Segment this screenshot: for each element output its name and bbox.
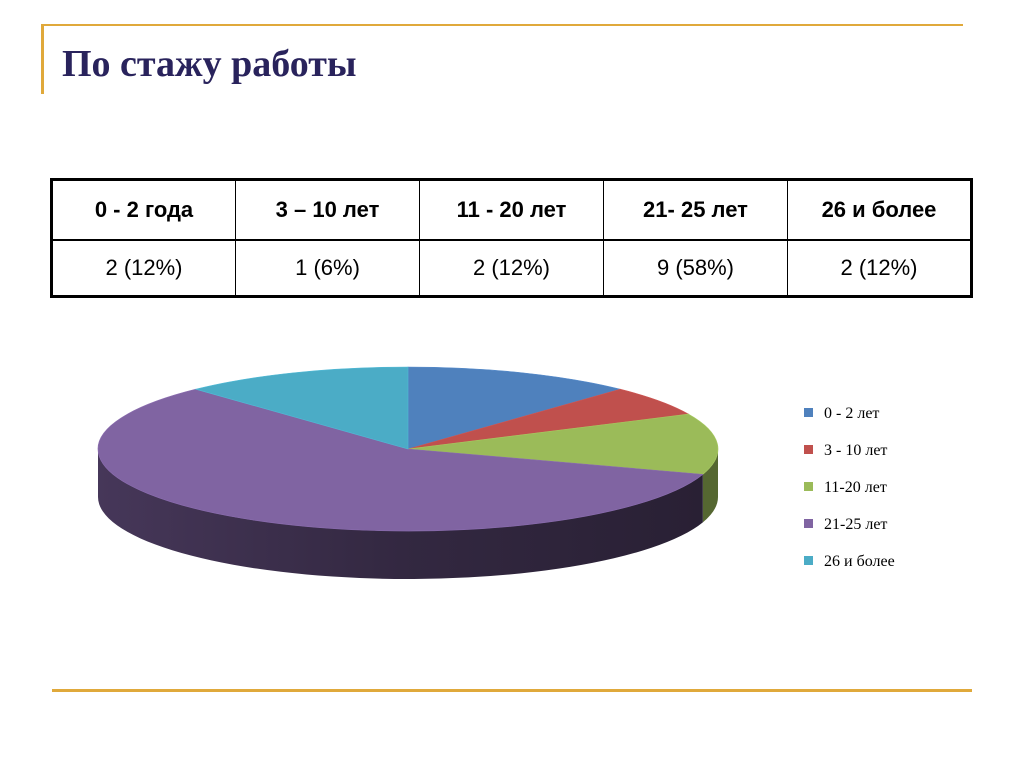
table-header-cell: 11 - 20 лет bbox=[419, 179, 604, 241]
legend-swatch bbox=[804, 408, 813, 417]
pie-slices bbox=[97, 366, 719, 532]
pie-slice bbox=[407, 413, 719, 475]
legend-label: 21-25 лет bbox=[824, 516, 887, 533]
table-header-cell: 21- 25 лет bbox=[603, 179, 788, 241]
chart-legend: 0 - 2 лет 3 - 10 лет 11-20 лет 21-25 лет 26 … bbox=[804, 405, 895, 570]
table-row: 2 (12%) 1 (6%) 2 (12%) 9 (58%) 2 (12%) bbox=[51, 239, 972, 297]
legend-label: 26 и более bbox=[824, 553, 895, 570]
top-divider-line bbox=[41, 24, 963, 26]
table-header-cell: 0 - 2 года bbox=[51, 179, 236, 241]
table-cell: 9 (58%) bbox=[603, 239, 788, 297]
legend-label: 0 - 2 лет bbox=[824, 405, 879, 422]
legend-label: 11-20 лет bbox=[824, 479, 887, 496]
legend-swatch bbox=[804, 445, 813, 454]
table-cell: 2 (12%) bbox=[419, 239, 604, 297]
table-cell: 2 (12%) bbox=[51, 239, 236, 297]
table-header-cell: 26 и более bbox=[787, 179, 972, 241]
legend-label: 3 - 10 лет bbox=[824, 442, 887, 459]
pie-slice bbox=[194, 366, 409, 450]
page-title: По стажу работы bbox=[62, 43, 357, 85]
pie-sides bbox=[98, 449, 718, 579]
legend-swatch bbox=[804, 482, 813, 491]
table-cell: 1 (6%) bbox=[235, 239, 420, 297]
experience-table: 0 - 2 года 3 – 10 лет 11 - 20 лет 21- 25… bbox=[50, 178, 973, 298]
table-header-row: 0 - 2 года 3 – 10 лет 11 - 20 лет 21- 25… bbox=[51, 179, 972, 241]
pie-slice-side bbox=[98, 449, 703, 579]
table-cell: 2 (12%) bbox=[787, 239, 972, 297]
pie-slice bbox=[97, 388, 704, 532]
legend-swatch bbox=[804, 556, 813, 565]
legend-swatch bbox=[804, 519, 813, 528]
pie-slice-side bbox=[702, 449, 718, 523]
left-accent-line bbox=[41, 24, 44, 94]
pie-slice bbox=[407, 366, 622, 450]
table-header-cell: 3 – 10 лет bbox=[235, 179, 420, 241]
bottom-divider-line bbox=[52, 689, 972, 692]
